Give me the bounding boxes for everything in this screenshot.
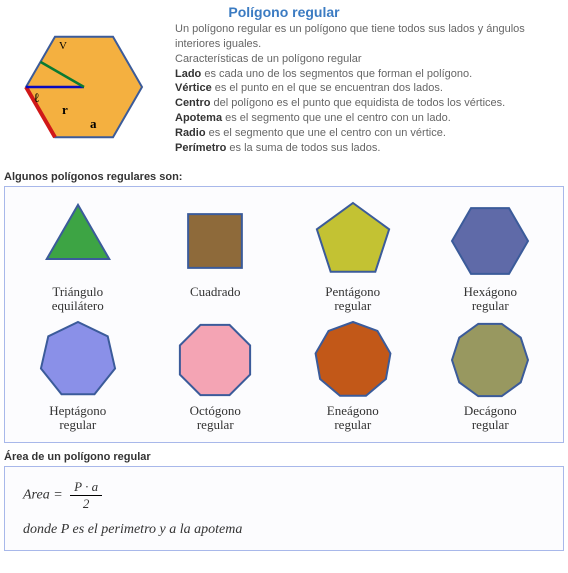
hexagon-figure: ℓ r a V xyxy=(4,22,169,163)
def-line: Lado es cada uno de los segmentos que fo… xyxy=(175,67,564,82)
formula-box: Area = P · a 2 donde P es el perimetro y… xyxy=(4,466,564,551)
polygon-label: Cuadrado xyxy=(151,285,281,299)
def-line: Vértice es el punto en el que se encuent… xyxy=(175,81,564,96)
svg-text:V: V xyxy=(59,40,67,52)
polygon-6: Hexágonoregular xyxy=(426,197,556,314)
section-polygons-label: Algunos polígonos regulares son: xyxy=(4,171,564,183)
formula-denominator: 2 xyxy=(70,496,102,512)
formula-numerator: P · a xyxy=(70,479,102,496)
intro-row: ℓ r a V Un polígono regular es un polígono … xyxy=(4,22,564,163)
formula-note: donde P es el perimetro y a la apotema xyxy=(23,522,545,538)
polygon-5: Pentágonoregular xyxy=(288,197,418,314)
polygon-label: Hexágonoregular xyxy=(426,285,556,314)
polygon-label: Eneágonoregular xyxy=(288,404,418,433)
polygon-label: Octógonoregular xyxy=(151,404,281,433)
page-title: Polígono regular xyxy=(4,4,564,20)
polygon-9: Eneágonoregular xyxy=(288,316,418,433)
definitions: Un polígono regular es un polígono que t… xyxy=(175,22,564,156)
svg-text:a: a xyxy=(90,116,97,131)
polygon-7: Heptágonoregular xyxy=(13,316,143,433)
polygon-4: Cuadrado xyxy=(151,197,281,314)
char-line: Características de un polígono regular xyxy=(175,52,564,67)
polygons-box: Triánguloequilátero Cuadrado Pentágonoregu… xyxy=(4,186,564,443)
def-line: Apotema es el segmento que une el centro… xyxy=(175,111,564,126)
formula: Area = P · a 2 xyxy=(23,479,545,512)
polygon-label: Heptágonoregular xyxy=(13,404,143,433)
svg-text:ℓ: ℓ xyxy=(33,90,39,105)
def-line: Radio es el segmento que une el centro c… xyxy=(175,126,564,141)
svg-text:r: r xyxy=(62,102,68,117)
polygon-3: Triánguloequilátero xyxy=(13,197,143,314)
def-line: Centro del polígono es el punto que equi… xyxy=(175,96,564,111)
polygon-label: Decágonoregular xyxy=(426,404,556,433)
def-line: Perímetro es la suma de todos sus lados. xyxy=(175,141,564,156)
intro-text: Un polígono regular es un polígono que t… xyxy=(175,22,564,52)
polygon-10: Decágonoregular xyxy=(426,316,556,433)
section-area-label: Área de un polígono regular xyxy=(4,451,564,463)
polygon-label: Pentágonoregular xyxy=(288,285,418,314)
polygon-label: Triánguloequilátero xyxy=(13,285,143,314)
polygon-8: Octógonoregular xyxy=(151,316,281,433)
